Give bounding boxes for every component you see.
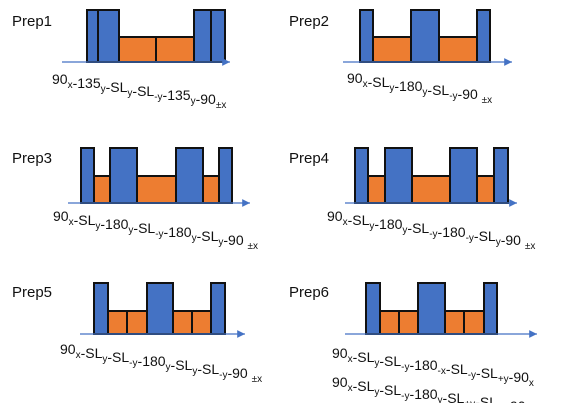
rf-pulse-block bbox=[384, 147, 413, 204]
rf-pulse-block bbox=[146, 282, 174, 335]
spin-lock-block bbox=[107, 310, 128, 335]
spin-lock-block bbox=[372, 36, 412, 63]
rf-pulse-block bbox=[417, 282, 446, 335]
rf-pulse-block bbox=[80, 147, 95, 204]
pulse-sequence-text: 90x-SLy-180y-SL-y-90 ±x bbox=[347, 70, 492, 106]
spin-lock-block bbox=[126, 310, 148, 335]
spin-lock-block bbox=[172, 310, 193, 335]
spin-lock-block bbox=[398, 310, 419, 335]
panel-label: Prep1 bbox=[12, 13, 52, 30]
panel-prep1: Prep1 90x-135y-SLy-SL-y-135y-90±x bbox=[12, 9, 230, 111]
rf-pulse-block bbox=[86, 9, 99, 63]
rf-pulse-block bbox=[218, 147, 233, 204]
pulse-sequence-text: 90x-SLy-SL-y-180y-SLy-SL-y-90 ±x bbox=[60, 341, 262, 385]
spin-lock-block bbox=[202, 175, 220, 204]
panel-prep5: Prep5 90x-SLy-SL-y-180y-SLy-SL-y-90 ±x bbox=[12, 282, 262, 385]
rf-pulse-block bbox=[483, 282, 498, 335]
panel-prep6: Prep6 90x-SLy-SL-y-180-x-SL-y-SL+y-90x90x… bbox=[289, 282, 537, 403]
pulse-sequence-text: 90x-135y-SLy-SL-y-135y-90±x bbox=[52, 71, 226, 111]
spin-lock-block bbox=[155, 36, 195, 63]
panel-label: Prep3 bbox=[12, 150, 52, 167]
pulse-sequence-text: 90x-SLy-SL-y-180y-SL+y-SL-y-90x bbox=[332, 374, 531, 403]
spin-lock-block bbox=[136, 175, 177, 204]
pulse-sequence-text: 90x-SLy-SL-y-180-x-SL-y-SL+y-90x bbox=[332, 345, 534, 389]
panel-label: Prep2 bbox=[289, 13, 329, 30]
rf-pulse-block bbox=[93, 282, 109, 335]
rf-pulse-block bbox=[476, 9, 491, 63]
rf-pulse-block bbox=[175, 147, 204, 204]
panel-label: Prep6 bbox=[289, 284, 329, 301]
spin-lock-block bbox=[367, 175, 386, 204]
spin-lock-block bbox=[463, 310, 485, 335]
spin-lock-block bbox=[118, 36, 157, 63]
pulse-sequence-text: 90x-SLy-180y-SL-y-180-y-SLy-90 ±x bbox=[327, 208, 535, 252]
panel-prep2: Prep2 90x-SLy-180y-SL-y-90 ±x bbox=[289, 9, 512, 106]
rf-pulse-block bbox=[109, 147, 138, 204]
spin-lock-block bbox=[411, 175, 451, 204]
rf-pulse-block bbox=[354, 147, 369, 204]
rf-pulse-block bbox=[449, 147, 478, 204]
panel-prep4: Prep4 90x-SLy-180y-SL-y-180-y-SLy-90 ±x bbox=[289, 147, 535, 252]
rf-pulse-block bbox=[410, 9, 440, 63]
spin-lock-block bbox=[379, 310, 400, 335]
spin-lock-block bbox=[476, 175, 495, 204]
pulse-sequence-text: 90x-SLy-180y-SL-y-180y-SLy-90 ±x bbox=[53, 208, 258, 252]
rf-pulse-block bbox=[97, 9, 120, 63]
panel-label: Prep4 bbox=[289, 150, 329, 167]
rf-pulse-block bbox=[193, 9, 212, 63]
spin-lock-block bbox=[191, 310, 212, 335]
spin-lock-block bbox=[438, 36, 478, 63]
spin-lock-block bbox=[93, 175, 111, 204]
panel-label: Prep5 bbox=[12, 284, 52, 301]
rf-pulse-block bbox=[359, 9, 374, 63]
rf-pulse-block bbox=[210, 9, 226, 63]
spin-lock-block bbox=[444, 310, 465, 335]
rf-pulse-block bbox=[493, 147, 509, 204]
rf-pulse-block bbox=[365, 282, 381, 335]
panel-prep3: Prep3 90x-SLy-180y-SL-y-180y-SLy-90 ±x bbox=[12, 147, 258, 252]
rf-pulse-block bbox=[210, 282, 226, 335]
